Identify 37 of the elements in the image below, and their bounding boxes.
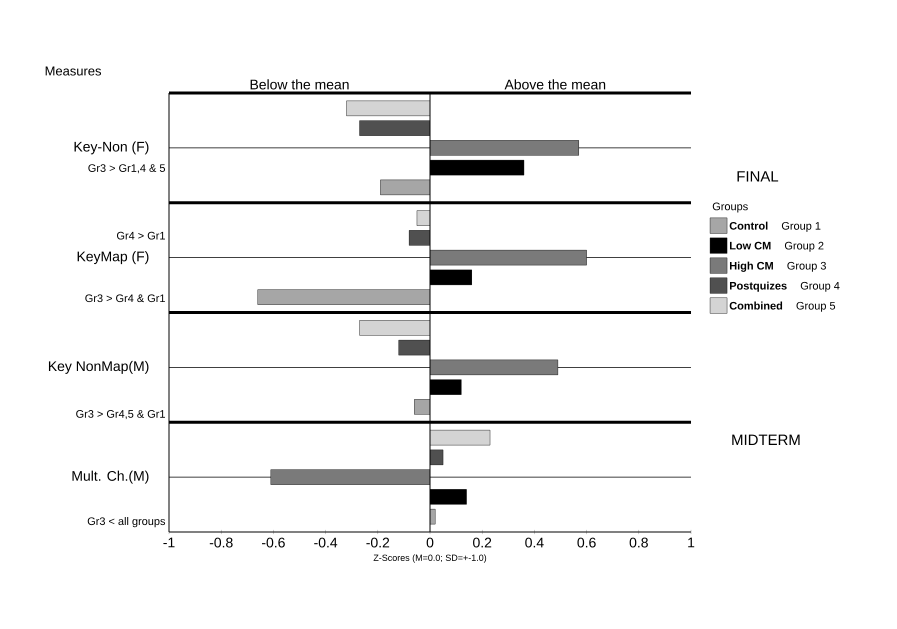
legend-label: Combined (730, 302, 782, 310)
text: Gr3 > Gr4 & Gr1 (85, 294, 165, 302)
legend-label: Postquizes (730, 282, 787, 292)
x-tick-label: 1 (688, 538, 694, 548)
y-axis-title: Measures (46, 66, 102, 76)
text: Below the mean (250, 79, 349, 90)
legend-label: Low CM (730, 242, 771, 250)
x-tick-label: 0.8 (630, 538, 648, 548)
x-tick-label: -0.2 (366, 538, 390, 548)
text: Gr3 < all groups (88, 517, 166, 528)
text: Group 1 (782, 222, 820, 232)
legend-label: Control (730, 222, 768, 230)
x-tick-label: -0.8 (210, 538, 233, 548)
text: Gr3 > Gr1,4 & 5 (88, 164, 166, 174)
legend-label: High CM (730, 262, 773, 272)
text: Group 5 (796, 302, 836, 312)
text: Group 4 (800, 282, 840, 292)
x-tick-label: 0.4 (525, 538, 544, 548)
y-tick-label: Mult. Ch.(M) (72, 470, 148, 484)
text: Group 2 (784, 242, 824, 252)
text: Above the mean (504, 79, 606, 90)
x-tick-label: 0.2 (473, 538, 492, 548)
text: Group 3 (787, 262, 826, 272)
text: Gr4 > Gr1 (117, 232, 165, 240)
legend-title: Groups (712, 202, 748, 212)
x-axis-title: Z-Scores (M=0.0; SD=+-1.0) (374, 554, 486, 563)
text: MIDTERM (732, 434, 800, 445)
text: FINAL (738, 171, 778, 182)
x-tick-label: -0.4 (314, 538, 338, 548)
y-tick-label: Key NonMap(M) (48, 360, 148, 374)
y-tick-label: Key-Non (F) (74, 141, 148, 154)
y-tick-label: KeyMap (F) (78, 251, 148, 264)
x-tick-label: 0 (426, 538, 434, 548)
x-tick-label: -1 (163, 538, 175, 548)
text: Gr3 > Gr4,5 & Gr1 (76, 410, 165, 420)
x-tick-label: 0.6 (577, 538, 596, 548)
x-tick-label: -0.6 (262, 538, 285, 548)
